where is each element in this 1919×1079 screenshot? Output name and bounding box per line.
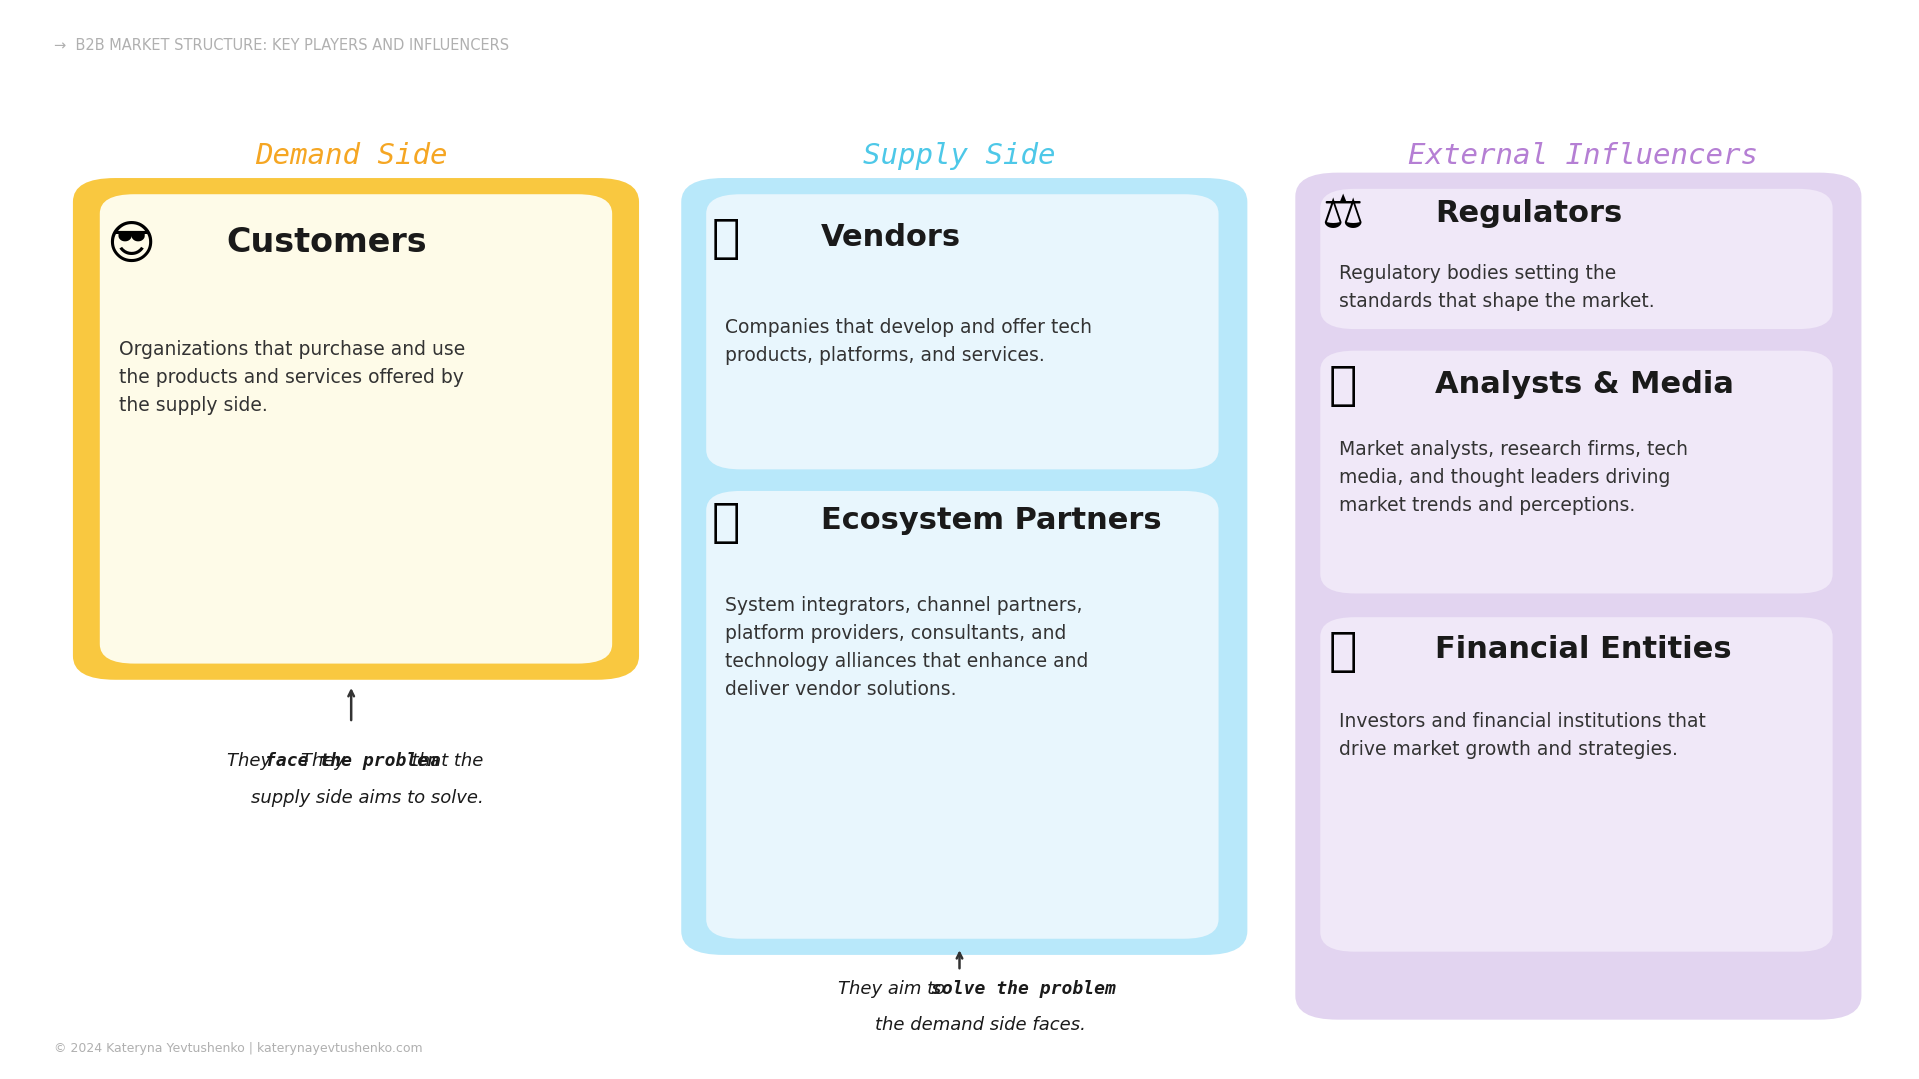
Text: Companies that develop and offer tech
products, platforms, and services.: Companies that develop and offer tech pr…	[725, 318, 1092, 366]
Text: They: They	[301, 752, 351, 769]
FancyBboxPatch shape	[1295, 173, 1861, 1020]
Text: →  B2B MARKET STRUCTURE: KEY PLAYERS AND INFLUENCERS: → B2B MARKET STRUCTURE: KEY PLAYERS AND …	[54, 38, 509, 53]
Text: 📰: 📰	[1330, 364, 1357, 409]
Text: Market analysts, research firms, tech
media, and thought leaders driving
market : Market analysts, research firms, tech me…	[1339, 440, 1689, 516]
Text: They aim to: They aim to	[839, 981, 952, 998]
Text: 🤝: 🤝	[712, 501, 739, 546]
Text: 💰: 💰	[1330, 630, 1357, 675]
Text: Regulators: Regulators	[1435, 200, 1623, 228]
Text: 😎: 😎	[106, 223, 155, 269]
FancyBboxPatch shape	[73, 178, 639, 680]
FancyBboxPatch shape	[1320, 189, 1833, 329]
Text: External Influencers: External Influencers	[1409, 142, 1758, 170]
Text: System integrators, channel partners,
platform providers, consultants, and
techn: System integrators, channel partners, pl…	[725, 596, 1088, 698]
Text: that the: that the	[407, 752, 484, 769]
Text: Demand Side: Demand Side	[255, 142, 447, 170]
Text: Vendors: Vendors	[821, 223, 961, 251]
FancyBboxPatch shape	[706, 491, 1219, 939]
Text: solve the problem: solve the problem	[931, 981, 1115, 998]
Text: Regulatory bodies setting the
standards that shape the market.: Regulatory bodies setting the standards …	[1339, 264, 1654, 312]
Text: face the problem: face the problem	[265, 752, 439, 769]
FancyBboxPatch shape	[1320, 351, 1833, 593]
Text: Customers: Customers	[226, 227, 428, 259]
FancyBboxPatch shape	[1320, 617, 1833, 952]
Text: Supply Side: Supply Side	[864, 142, 1055, 170]
Text: the demand side faces.: the demand side faces.	[875, 1016, 1086, 1034]
Text: Organizations that purchase and use
the products and services offered by
the sup: Organizations that purchase and use the …	[119, 340, 464, 415]
FancyBboxPatch shape	[100, 194, 612, 664]
Text: Analysts & Media: Analysts & Media	[1435, 370, 1735, 398]
Text: supply side aims to solve.: supply side aims to solve.	[251, 790, 484, 807]
Text: They: They	[226, 752, 276, 769]
Text: 🏢: 🏢	[712, 217, 739, 262]
FancyBboxPatch shape	[706, 194, 1219, 469]
FancyBboxPatch shape	[681, 178, 1247, 955]
Text: © 2024 Kateryna Yevtushenko | katerynayevtushenko.com: © 2024 Kateryna Yevtushenko | katerynaye…	[54, 1042, 422, 1055]
Text: Financial Entities: Financial Entities	[1435, 636, 1733, 664]
Text: ⚖️: ⚖️	[1322, 193, 1364, 238]
Text: Investors and financial institutions that
drive market growth and strategies.: Investors and financial institutions tha…	[1339, 712, 1706, 760]
Text: Ecosystem Partners: Ecosystem Partners	[821, 506, 1163, 534]
